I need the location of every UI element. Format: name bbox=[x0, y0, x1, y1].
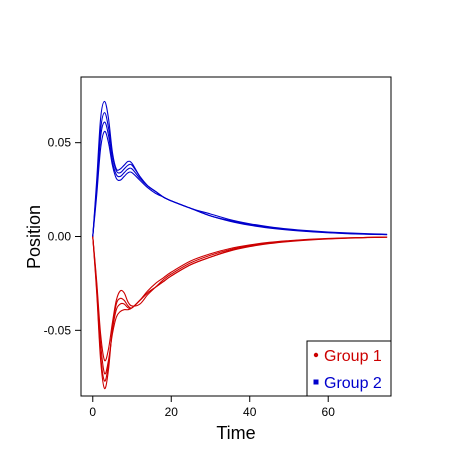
x-axis: 0 20 40 60 bbox=[89, 396, 335, 419]
x-tick-label-1: 20 bbox=[165, 405, 179, 419]
x-tick-label-0: 0 bbox=[89, 405, 96, 419]
legend-label-group-1: Group 1 bbox=[324, 348, 382, 365]
x-tick-label-2: 40 bbox=[243, 405, 257, 419]
series-line-group-2-6 bbox=[92, 121, 388, 237]
y-tick-label-2: 0.05 bbox=[48, 136, 72, 150]
legend-marker-group-2 bbox=[313, 379, 319, 385]
x-tick-label-3: 60 bbox=[322, 405, 336, 419]
y-axis: -0.05 0.00 0.05 bbox=[44, 136, 81, 337]
y-tick-label-1: 0.00 bbox=[48, 230, 72, 244]
legend: Group 1 Group 2 bbox=[306, 340, 392, 397]
legend-box bbox=[306, 340, 392, 397]
legend-label-group-2: Group 2 bbox=[324, 375, 382, 392]
y-tick-label-0: -0.05 bbox=[44, 323, 72, 337]
series-line-group-2-7 bbox=[92, 130, 388, 237]
y-axis-label: Position bbox=[24, 205, 44, 269]
series-line-group-1-3 bbox=[92, 236, 388, 362]
x-axis-label: Time bbox=[216, 423, 255, 443]
series-lines bbox=[92, 100, 388, 390]
legend-marker-group-1 bbox=[313, 352, 319, 358]
